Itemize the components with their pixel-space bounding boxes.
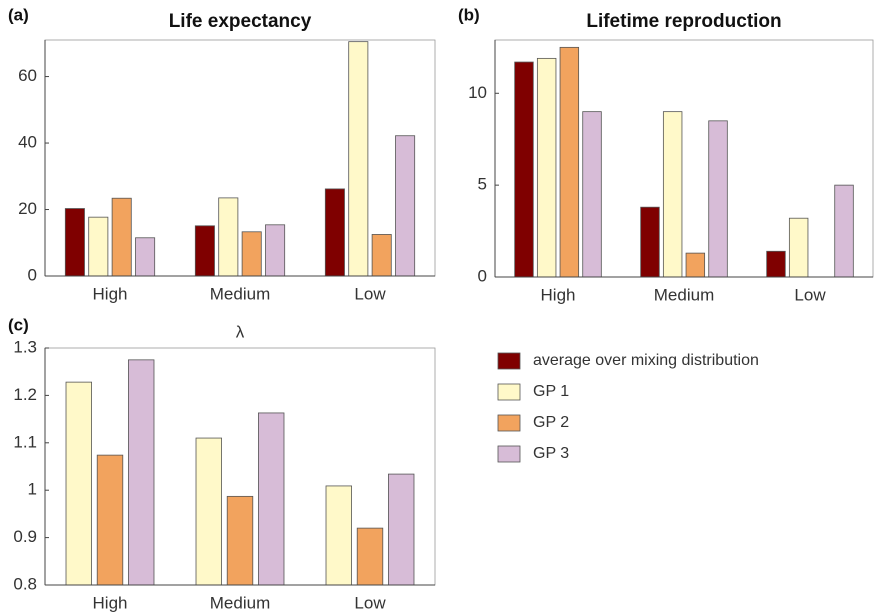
bar	[194, 225, 215, 277]
bar	[582, 111, 602, 278]
y-tick-label: 0.8	[13, 574, 37, 593]
x-tick-label: Low	[354, 593, 386, 612]
legend-label: GP 2	[533, 414, 569, 431]
bar	[371, 234, 392, 277]
bar	[395, 135, 416, 277]
bar	[265, 224, 286, 277]
chart-title: Life expectancy	[169, 11, 312, 32]
bar	[135, 237, 156, 277]
x-tick-label: Low	[794, 285, 826, 304]
bar	[388, 473, 415, 586]
bar	[834, 184, 854, 278]
bar	[64, 208, 85, 277]
bar	[325, 485, 352, 586]
bar	[65, 381, 92, 586]
chart-title: λ	[236, 322, 245, 341]
bar	[348, 41, 369, 277]
bar	[536, 57, 557, 278]
panel-label: (a)	[8, 5, 29, 24]
bar	[111, 197, 132, 277]
bar	[514, 61, 534, 278]
bar	[708, 120, 728, 278]
bar	[324, 188, 345, 277]
panel-label: (b)	[458, 5, 480, 24]
bar	[685, 252, 706, 278]
bar	[88, 216, 109, 277]
legend-swatch	[497, 383, 521, 401]
bar	[258, 412, 285, 586]
x-tick-label: Low	[354, 284, 386, 303]
legend-swatch	[497, 445, 521, 463]
bar	[662, 111, 683, 278]
bar	[241, 231, 262, 277]
y-tick-label: 1.1	[13, 432, 37, 451]
legend-label: average over mixing distribution	[533, 352, 759, 369]
y-tick-label: 1.2	[13, 385, 37, 404]
bar	[559, 46, 580, 278]
bar	[766, 250, 786, 278]
x-tick-label: Medium	[210, 284, 270, 303]
y-tick-label: 20	[18, 199, 37, 218]
bar	[226, 495, 254, 586]
bar	[195, 437, 222, 586]
legend-swatch	[497, 352, 521, 370]
x-tick-label: Medium	[210, 593, 270, 612]
y-tick-label: 0	[28, 265, 37, 284]
y-tick-label: 10	[468, 83, 487, 102]
y-tick-label: 5	[478, 175, 487, 194]
bar	[356, 527, 384, 586]
panel-label: (c)	[8, 315, 29, 334]
bar	[788, 217, 809, 278]
y-tick-label: 1	[28, 480, 37, 499]
x-tick-label: High	[93, 593, 128, 612]
legend-label: GP 3	[533, 445, 569, 462]
bar	[640, 206, 660, 278]
y-tick-label: 40	[18, 133, 37, 152]
y-tick-label: 0.9	[13, 527, 37, 546]
y-tick-label: 0	[478, 266, 487, 285]
bar	[96, 454, 124, 586]
y-tick-label: 60	[18, 66, 37, 85]
bar	[218, 197, 239, 277]
x-tick-label: High	[541, 285, 576, 304]
chart-title: Lifetime reproduction	[586, 11, 781, 32]
y-tick-label: 1.3	[13, 337, 37, 356]
x-tick-label: Medium	[654, 285, 714, 304]
bar	[128, 359, 155, 586]
x-tick-label: High	[93, 284, 128, 303]
legend-label: GP 1	[533, 383, 569, 400]
legend-swatch	[497, 414, 521, 432]
